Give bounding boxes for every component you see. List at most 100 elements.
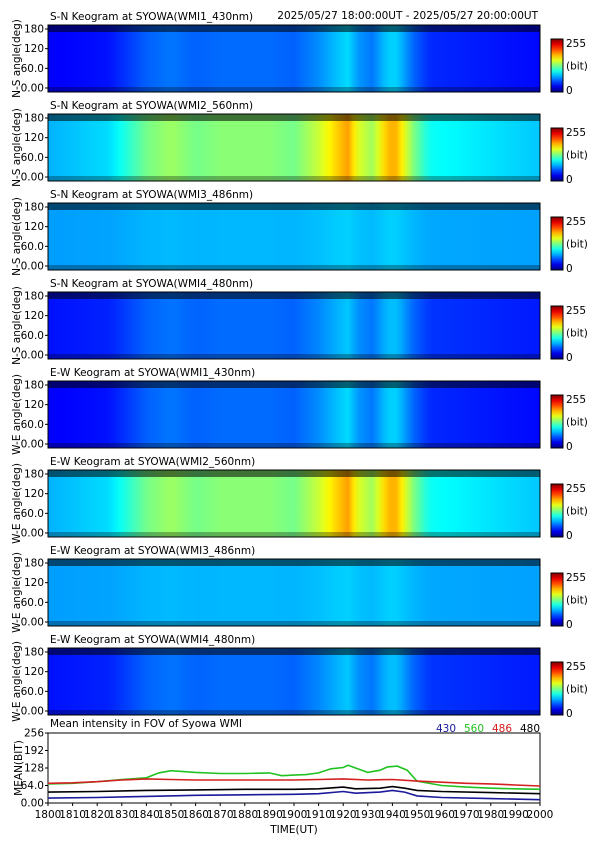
chart-ytick-label: 128 xyxy=(24,763,44,775)
keogram-frame xyxy=(47,202,541,271)
chart-legend: 480 486 560 430 xyxy=(436,723,540,735)
keogram-top-shade xyxy=(48,559,540,566)
chart-ytick-label: 256 xyxy=(24,728,44,740)
colorbar-scale xyxy=(550,572,564,627)
legend-entry-560: 560 xyxy=(464,723,484,735)
keogram-ytick-label: 60.0 xyxy=(21,152,44,164)
keogram-ylabel: W-E angle(deg) xyxy=(11,641,23,722)
keogram-ylabel: W-E angle(deg) xyxy=(11,552,23,633)
legend-entry-480: 480 xyxy=(520,723,540,735)
keogram-frame xyxy=(47,113,541,182)
mean-intensity-chart: Mean intensity in FOV of Syowa WMI 48048… xyxy=(13,718,553,836)
chart-xtick-label: 1920 xyxy=(330,809,357,821)
colorbar: 255 (bit) 0 xyxy=(550,127,588,186)
chart-ylabel: MEAN(BIT) xyxy=(13,740,25,796)
keogram-ylabel: N-S angle(deg) xyxy=(11,286,23,365)
colorbar: 255 (bit) 0 xyxy=(550,394,588,453)
colorbar-min-label: 0 xyxy=(566,352,573,364)
keogram-ytick-label: 0.00 xyxy=(21,617,44,629)
chart-xtick-label: 1860 xyxy=(182,809,209,821)
chart-ytick-label: 0.00 xyxy=(21,798,44,810)
keogram-ytick-label: 0.00 xyxy=(21,528,44,540)
keogram-ytick-label: 60.0 xyxy=(21,330,44,342)
colorbar-min-label: 0 xyxy=(566,441,573,453)
colorbar-scale xyxy=(550,216,564,271)
keogram-ytick-label: 180 xyxy=(24,24,44,36)
keogram-top-shade xyxy=(48,381,540,388)
chart-xtick-label: 1960 xyxy=(428,809,455,821)
chart-xtick-label: 1890 xyxy=(256,809,283,821)
colorbar-min-label: 0 xyxy=(566,85,573,97)
chart-xlabel: TIME(UT) xyxy=(269,824,318,836)
keogram-yaxis: 180 120 60.0 0.00 xyxy=(21,647,48,718)
keogram-ytick-label: 0.00 xyxy=(21,439,44,451)
keogram-ytick-label: 0.00 xyxy=(21,706,44,718)
colorbar-scale xyxy=(550,394,564,449)
keogram-ytick-label: 60.0 xyxy=(21,686,44,698)
keogram-ytick-label: 60.0 xyxy=(21,508,44,520)
chart-xtick-label: 1950 xyxy=(404,809,431,821)
colorbar-unit-label: (bit) xyxy=(566,595,588,607)
keogram-frame xyxy=(47,647,541,716)
colorbar-min-label: 0 xyxy=(566,708,573,720)
keogram-ytick-label: 120 xyxy=(24,43,44,55)
colorbar: 255 (bit) 0 xyxy=(550,483,588,542)
keogram-image xyxy=(48,25,540,92)
keogram-ytick-label: 120 xyxy=(24,666,44,678)
keogram-title: S-N Keogram at SYOWA(WMI1_430nm) xyxy=(50,11,253,23)
keogram-bottom-shade xyxy=(48,87,540,92)
keogram-image xyxy=(48,292,540,359)
colorbar-scale xyxy=(550,483,564,538)
keogram-ytick-label: 120 xyxy=(24,488,44,500)
colorbar-unit-label: (bit) xyxy=(566,328,588,340)
series-line-486 xyxy=(47,778,541,787)
keogram-ytick-label: 0.00 xyxy=(21,261,44,273)
keogram-panel: E-W Keogram at SYOWA(WMI3_486nm) 180 120 60… xyxy=(11,545,588,633)
keogram-ylabel: N-S angle(deg) xyxy=(11,19,23,98)
keogram-panel: E-W Keogram at SYOWA(WMI4_480nm) 180 120 60… xyxy=(11,634,588,722)
chart-xtick-label: 1990 xyxy=(502,809,529,821)
keogram-ytick-label: 180 xyxy=(24,469,44,481)
keogram-title: S-N Keogram at SYOWA(WMI2_560nm) xyxy=(50,100,253,112)
chart-xtick-label: 1810 xyxy=(59,809,86,821)
chart-xtick-label: 1900 xyxy=(281,809,308,821)
colorbar-max-label: 255 xyxy=(566,38,586,50)
keogram-top-shade xyxy=(48,470,540,477)
colorbar: 255 (bit) 0 xyxy=(550,572,588,631)
colorbar-scale xyxy=(550,127,564,182)
keogram-ytick-label: 180 xyxy=(24,202,44,214)
keogram-title: E-W Keogram at SYOWA(WMI1_430nm) xyxy=(50,367,255,379)
colorbar-scale xyxy=(550,38,564,93)
keogram-frame xyxy=(47,24,541,93)
keogram-ytick-label: 180 xyxy=(24,113,44,125)
keogram-image xyxy=(48,559,540,626)
colorbar-unit-label: (bit) xyxy=(566,150,588,162)
chart-xtick-label: 1820 xyxy=(84,809,111,821)
keogram-bottom-shade xyxy=(48,265,540,270)
series-line-430 xyxy=(47,789,541,801)
keogram-title: E-W Keogram at SYOWA(WMI3_486nm) xyxy=(50,545,255,557)
chart-xtick-label: 1830 xyxy=(108,809,135,821)
keogram-ytick-label: 60.0 xyxy=(21,241,44,253)
series-line-480 xyxy=(47,785,541,795)
keogram-ylabel: N-S angle(deg) xyxy=(11,108,23,187)
keogram-bottom-shade xyxy=(48,621,540,626)
keogram-yaxis: 180 120 60.0 0.00 xyxy=(21,380,48,451)
chart-xtick-label: 1970 xyxy=(453,809,480,821)
keogram-bottom-shade xyxy=(48,354,540,359)
colorbar-min-label: 0 xyxy=(566,530,573,542)
keogram-bottom-shade xyxy=(48,532,540,537)
keogram-ytick-label: 120 xyxy=(24,310,44,322)
chart-title: Mean intensity in FOV of Syowa WMI xyxy=(50,718,242,730)
keogram-yaxis: 180 120 60.0 0.00 xyxy=(21,24,48,95)
keogram-panel: E-W Keogram at SYOWA(WMI1_430nm) 180 120 60… xyxy=(11,367,588,455)
chart-xtick-label: 1870 xyxy=(207,809,234,821)
keogram-panel: E-W Keogram at SYOWA(WMI2_560nm) 180 120 60… xyxy=(11,456,588,544)
colorbar-max-label: 255 xyxy=(566,572,586,584)
keogram-panel: S-N Keogram at SYOWA(WMI4_480nm) 180 120 60… xyxy=(11,278,588,365)
keogram-frame xyxy=(47,558,541,627)
keogram-ylabel: W-E angle(deg) xyxy=(11,374,23,455)
colorbar-min-label: 0 xyxy=(566,174,573,186)
keogram-ytick-label: 0.00 xyxy=(21,83,44,95)
